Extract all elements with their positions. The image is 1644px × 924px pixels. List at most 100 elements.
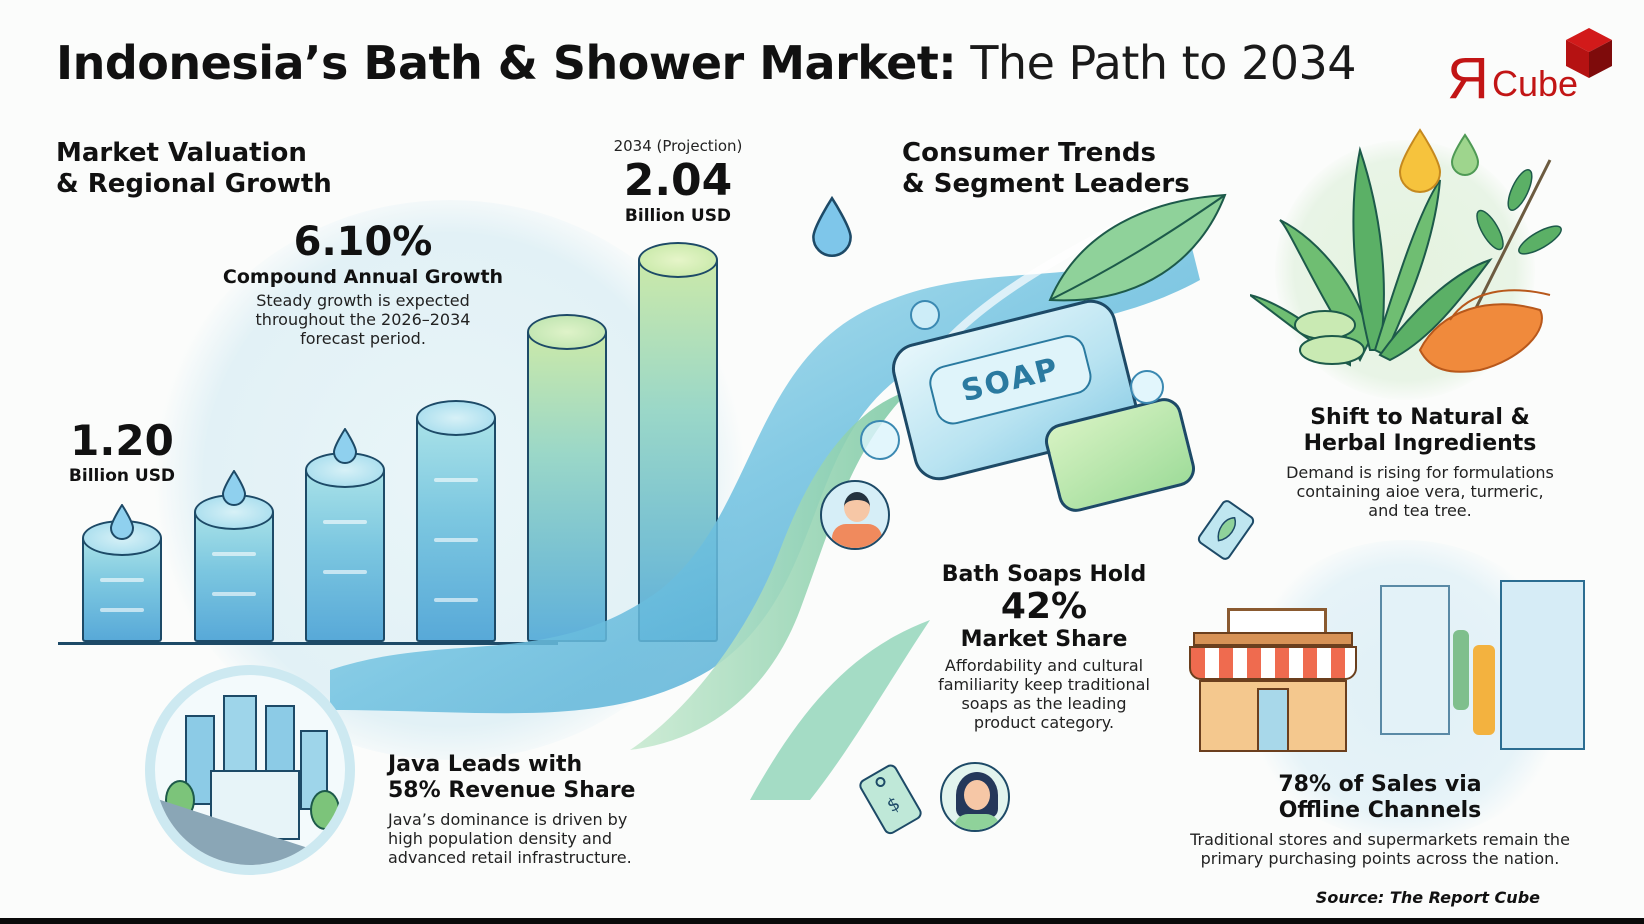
desc-line: and tea tree. <box>1368 501 1472 520</box>
herbal-ingredients-illustration <box>1250 128 1562 373</box>
soap-label: SOAP <box>957 350 1063 409</box>
shelf <box>1380 585 1450 735</box>
heading-line: Market Valuation <box>56 138 307 168</box>
ripple <box>323 570 367 574</box>
end-unit: Billion USD <box>624 206 732 226</box>
bar-cap <box>638 242 718 278</box>
man-avatar <box>820 480 890 550</box>
desc-line: familiarity keep traditional <box>938 675 1150 694</box>
start-value: 1.20 <box>70 416 174 465</box>
retail-store-illustration <box>1175 570 1585 755</box>
bubble <box>910 300 940 330</box>
tree <box>310 790 340 830</box>
cagr-label: Compound Annual Growth <box>222 266 504 288</box>
java-region-stat: Java Leads with 58% Revenue Share Java’s… <box>388 752 648 867</box>
bar-cap <box>527 314 607 350</box>
ripple <box>100 608 144 612</box>
bath-soaps-stat: Bath Soaps Hold 42% Market Share Afforda… <box>922 562 1166 732</box>
desc-line: high population density and <box>388 829 613 848</box>
start-unit: Billion USD <box>68 466 176 486</box>
heading-line: 78% of Sales via <box>1278 772 1482 797</box>
soaps-heading: Bath Soaps Hold <box>941 562 1147 587</box>
natural-ingredients-stat: Shift to Natural & Herbal Ingredients De… <box>1270 405 1570 520</box>
shopper-man <box>1453 630 1469 710</box>
chart-bar-1 <box>82 520 162 642</box>
ripple <box>100 578 144 582</box>
soap-label-plate: SOAP <box>925 331 1096 429</box>
end-value: 2.04 <box>623 155 733 206</box>
ripple <box>212 592 256 596</box>
ripple <box>212 552 256 556</box>
desc-line: primary purchasing points across the nat… <box>1200 849 1560 868</box>
desc-line: Steady growth is expected <box>256 291 470 310</box>
soaps-label: Market Share <box>960 627 1128 652</box>
shop-awning <box>1189 646 1357 680</box>
heading-line: & Regional Growth <box>56 169 332 199</box>
chart-bar-4 <box>416 400 496 642</box>
logo-glyph: Я <box>1447 46 1489 111</box>
offline-heading: 78% of Sales via Offline Channels <box>1180 772 1580 824</box>
report-cube-logo: Я Cube <box>1440 26 1620 111</box>
red-cube-icon <box>1566 28 1612 78</box>
soaps-desc: Affordability and cultural familiarity k… <box>922 656 1166 732</box>
ripple <box>434 538 478 542</box>
market-valuation-heading: Market Valuation & Regional Growth <box>56 138 332 200</box>
chart-bar-2 <box>194 494 274 642</box>
page-title: Indonesia’s Bath & Shower Market: The Pa… <box>56 36 1357 90</box>
end-value-stat: 2034 (Projection) 2.04 Billion USD <box>598 137 758 226</box>
offline-desc: Traditional stores and supermarkets rema… <box>1180 830 1580 868</box>
soaps-value: 42% <box>1000 586 1088 627</box>
shop-door <box>1257 688 1289 752</box>
desc-line: soaps as the leading <box>961 694 1127 713</box>
heading-line: Herbal Ingredients <box>1303 431 1537 456</box>
heading-line: & Segment Leaders <box>902 169 1190 199</box>
desc-line: product category. <box>973 713 1115 732</box>
bubble <box>860 420 900 460</box>
bubble <box>1130 370 1164 404</box>
avatar-head <box>844 492 870 522</box>
heading-line: 58% Revenue Share <box>388 778 636 803</box>
title-bold: Indonesia’s Bath & Shower Market: <box>56 36 957 90</box>
water-drop-icon <box>109 504 135 540</box>
cagr-value: 6.10% <box>293 219 433 265</box>
avatar-head <box>964 780 990 810</box>
cagr-stat: 6.10% Compound Annual Growth Steady grow… <box>218 222 508 348</box>
desc-line: Traditional stores and supermarkets rema… <box>1190 830 1570 849</box>
java-city-illustration <box>145 665 355 875</box>
avatar-body <box>954 814 1000 830</box>
natural-heading: Shift to Natural & Herbal Ingredients <box>1270 405 1570 457</box>
ripple <box>434 478 478 482</box>
desc-line: throughout the 2026–2034 <box>255 310 471 329</box>
desc-line: forecast period. <box>300 329 426 348</box>
desc-line: advanced retail infrastructure. <box>388 848 632 867</box>
bar-cap <box>416 400 496 436</box>
java-desc: Java’s dominance is driven by high popul… <box>388 810 648 867</box>
avatar-body <box>832 524 882 548</box>
desc-line: Affordability and cultural <box>944 656 1144 675</box>
water-drop-icon <box>812 195 852 257</box>
ripple <box>323 520 367 524</box>
water-drop-icon <box>332 428 358 464</box>
offline-sales-stat: 78% of Sales via Offline Channels Tradit… <box>1180 772 1580 868</box>
chart-bar-5 <box>527 314 607 642</box>
chart-baseline <box>58 642 558 645</box>
price-tag-icon: $ <box>859 764 922 835</box>
soap-bar-illustration: SOAP <box>860 294 1199 516</box>
title-light: The Path to 2034 <box>970 36 1357 90</box>
desc-line: Java’s dominance is driven by <box>388 810 628 829</box>
logo-text: Cube <box>1492 63 1579 104</box>
ripple <box>434 598 478 602</box>
end-caption: 2034 (Projection) <box>613 137 743 155</box>
heading-line: Java Leads with <box>388 752 583 777</box>
leaf-icon <box>1048 193 1227 302</box>
water-drop-icon <box>221 470 247 506</box>
desc-line: Demand is rising for formulations <box>1286 463 1554 482</box>
shelf <box>1500 580 1585 750</box>
bottom-border <box>0 918 1644 924</box>
desc-line: containing aioe vera, turmeric, <box>1296 482 1544 501</box>
heading-line: Consumer Trends <box>902 138 1156 168</box>
woman-avatar <box>940 762 1010 832</box>
source-caption: Source: The Report Cube <box>1315 888 1540 907</box>
heading-line: Shift to Natural & <box>1310 405 1530 430</box>
